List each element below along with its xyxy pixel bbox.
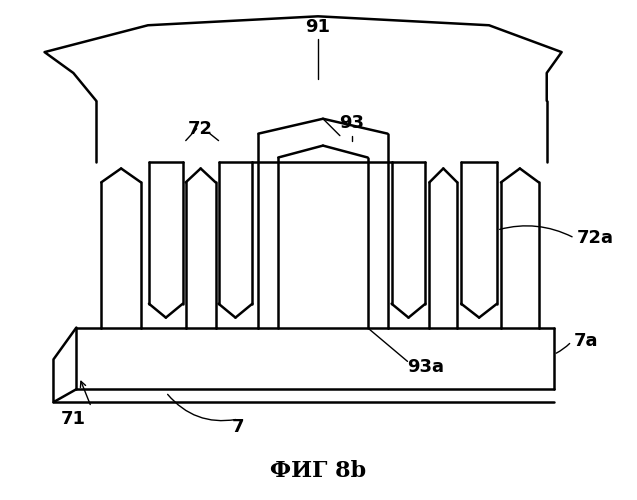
Text: 72: 72 [188,120,213,138]
Text: ФИГ 8b: ФИГ 8b [270,460,366,482]
Text: 7: 7 [233,418,245,436]
FancyArrowPatch shape [499,226,572,237]
Text: 7a: 7a [573,332,598,350]
FancyArrowPatch shape [168,394,236,420]
Text: 93a: 93a [408,358,445,376]
Text: 71: 71 [61,410,86,428]
FancyArrowPatch shape [556,344,569,353]
Text: 93: 93 [340,114,364,132]
Text: 91: 91 [306,18,331,36]
Text: 72a: 72a [576,229,613,247]
